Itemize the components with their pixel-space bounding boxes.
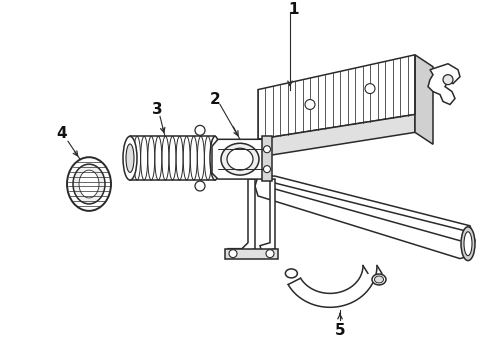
Ellipse shape	[227, 148, 253, 170]
Ellipse shape	[221, 143, 259, 175]
Text: 4: 4	[57, 126, 67, 141]
Ellipse shape	[374, 276, 384, 283]
Circle shape	[365, 84, 375, 94]
Ellipse shape	[285, 269, 297, 278]
Polygon shape	[262, 136, 272, 181]
Circle shape	[266, 249, 274, 258]
Polygon shape	[260, 179, 275, 253]
Circle shape	[195, 181, 205, 191]
Text: 2: 2	[210, 92, 220, 107]
Circle shape	[264, 166, 270, 172]
Ellipse shape	[73, 164, 105, 204]
Ellipse shape	[372, 274, 386, 285]
Circle shape	[195, 125, 205, 135]
Polygon shape	[428, 64, 460, 104]
Circle shape	[443, 75, 453, 85]
Ellipse shape	[67, 157, 111, 211]
Text: 1: 1	[289, 1, 299, 17]
Circle shape	[229, 249, 237, 258]
Ellipse shape	[210, 136, 220, 180]
Circle shape	[264, 146, 270, 153]
Ellipse shape	[123, 136, 137, 180]
Text: 3: 3	[152, 102, 162, 117]
Circle shape	[305, 99, 315, 109]
Ellipse shape	[461, 227, 475, 261]
Ellipse shape	[79, 170, 99, 198]
Polygon shape	[228, 179, 255, 256]
Polygon shape	[255, 176, 475, 258]
Polygon shape	[415, 55, 433, 144]
Polygon shape	[225, 249, 278, 258]
Polygon shape	[212, 139, 268, 179]
Polygon shape	[258, 114, 415, 157]
Ellipse shape	[126, 144, 134, 172]
Text: 5: 5	[335, 323, 345, 338]
Ellipse shape	[464, 232, 472, 256]
Polygon shape	[258, 55, 415, 139]
